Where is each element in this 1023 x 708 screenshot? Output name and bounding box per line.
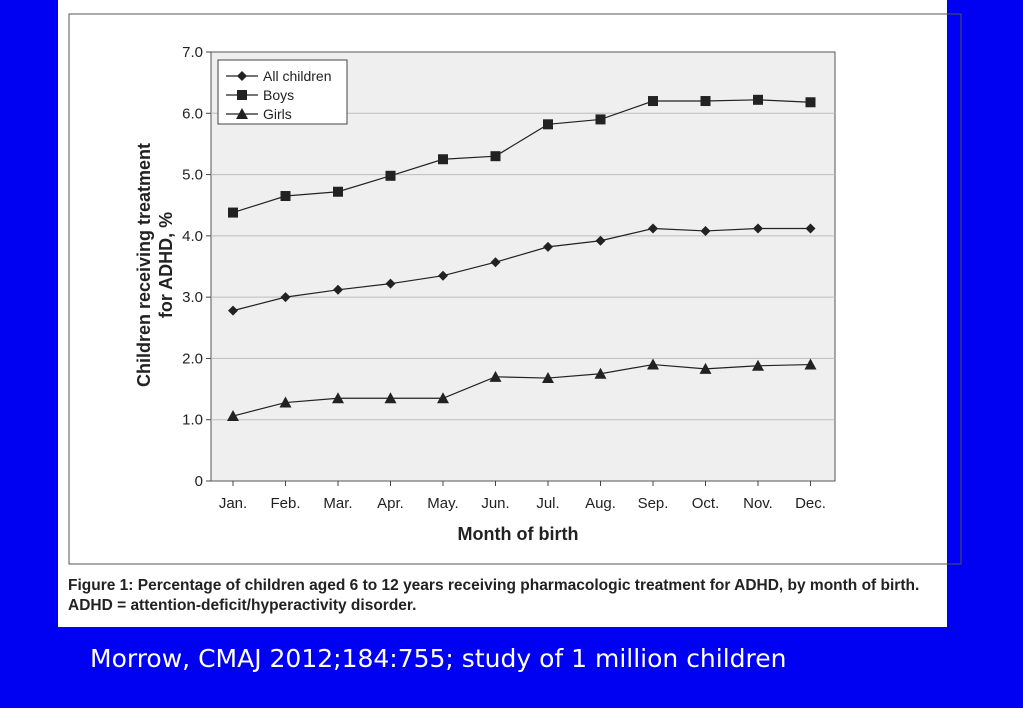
data-point-boys [438,154,448,165]
y-tick-label: 2.0 [182,350,203,367]
y-tick-label: 0 [195,473,203,490]
x-tick-label: May. [427,495,458,512]
data-point-boys [333,186,343,197]
data-point-all-children [438,270,448,281]
chart-outer-frame [68,13,962,565]
x-axis-title: Month of birth [458,524,579,544]
data-point-all-children [753,223,763,234]
series-boys [228,94,816,218]
x-tick-label: Jan. [219,495,247,512]
y-axis-title: Children receiving treatment for ADHD, % [134,143,176,387]
y-tick-label: 1.0 [182,412,203,429]
legend-marker-boys [237,90,247,100]
y-axis-title-line1: Children receiving treatment [134,143,154,387]
data-point-all-children [333,284,343,295]
y-tick-label: 3.0 [182,289,203,306]
data-point-all-children [648,223,658,234]
y-tick-label: 6.0 [182,105,203,122]
x-tick-label: Oct. [692,495,720,512]
data-point-girls [804,358,817,370]
x-tick-label: Apr. [377,495,404,512]
data-point-all-children [595,235,606,246]
legend-label-girls: Girls [263,106,292,122]
data-point-all-children [805,223,816,234]
data-point-girls [699,362,712,374]
series-all-children [228,223,816,316]
caption-label: Figure 1: [68,577,134,594]
axes: 0 1.0 2.0 3.0 4.0 5.0 6.0 7.0 Jan. Feb. Mar. Apr. Ma… [182,44,826,512]
x-tick-label: Sep. [638,495,669,512]
x-tick-label: Nov. [743,495,773,512]
data-point-boys [753,94,763,105]
series-line-girls [232,363,811,417]
legend-label-all-children: All children [263,68,331,84]
data-point-all-children [385,278,396,289]
x-tick-label: Mar. [323,495,352,512]
series-line-all-children [232,227,811,312]
caption-text: Percentage of children aged 6 to 12 year… [68,577,920,614]
x-tick-label: Dec. [795,495,826,512]
data-point-girls [384,392,397,404]
data-point-boys [648,96,658,107]
y-tick-label: 5.0 [182,167,203,184]
data-point-girls [594,367,607,379]
figure-caption: Figure 1: Percentage of children aged 6 … [68,576,938,616]
data-point-all-children [280,292,291,303]
data-point-boys [543,119,553,130]
data-point-all-children [228,305,238,316]
y-tick-label: 4.0 [182,228,203,245]
data-point-boys [700,96,711,107]
data-point-girls [332,392,344,404]
data-point-boys [385,170,396,181]
data-point-girls [279,396,292,408]
y-axis-title-line2: for ADHD, % [156,212,176,318]
data-point-boys [805,97,816,108]
data-point-girls [437,392,449,404]
series-line-boys [232,99,811,214]
x-tick-label: Aug. [585,495,616,512]
data-point-girls [752,359,764,371]
x-tick-label: Feb. [270,495,300,512]
legend-marker-all-children [237,71,247,81]
data-point-boys [228,207,238,218]
y-tick-label: 7.0 [182,44,203,61]
data-point-all-children [700,225,711,236]
legend: All children Boys Girls [217,59,348,125]
citation-text: Morrow, CMAJ 2012;184:755; study of 1 mi… [90,644,787,673]
data-point-all-children [543,241,553,252]
x-tick-label: Jul. [536,495,559,512]
data-point-girls [647,358,659,370]
legend-marker-girls [236,108,248,119]
legend-label-boys: Boys [263,87,294,103]
series-layer [227,94,817,422]
data-point-girls [489,370,502,382]
data-point-boys [490,151,501,162]
data-point-all-children [490,257,501,268]
series-girls [227,358,817,422]
data-point-girls [542,372,554,384]
data-point-boys [595,114,606,125]
data-point-boys [280,191,291,202]
x-tick-label: Jun. [481,495,509,512]
data-point-girls [227,410,239,422]
